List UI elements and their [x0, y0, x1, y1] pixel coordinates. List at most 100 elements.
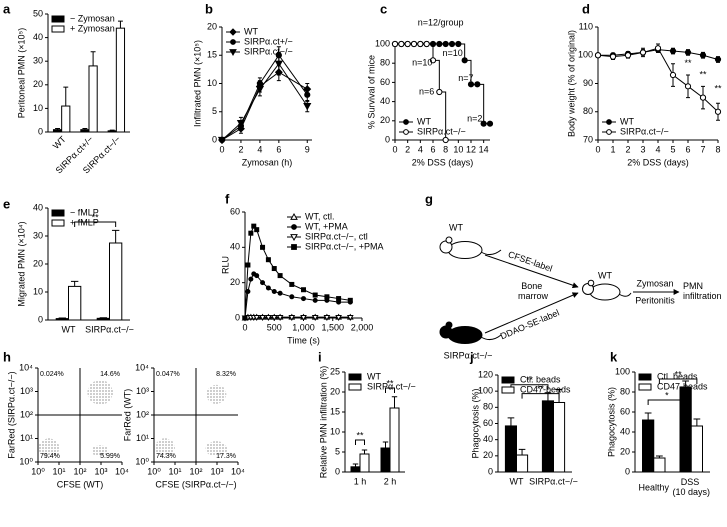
error-bar — [55, 127, 61, 130]
x-tick-label: DSS (10 days) — [672, 477, 710, 497]
x-tick-label: 1 h — [354, 476, 367, 486]
legend-label: WT — [417, 116, 431, 126]
bar — [642, 419, 655, 473]
annotation: ** — [537, 384, 545, 394]
marker — [253, 314, 261, 321]
marker — [404, 40, 411, 48]
bar — [55, 318, 70, 321]
mouse-recipient — [582, 279, 632, 301]
x-tick-label: 10⁰ — [147, 466, 161, 476]
annotation: n=7 — [458, 73, 473, 83]
y-tick-label: 60 — [380, 77, 390, 87]
y-tick-label: 10 — [207, 78, 217, 88]
bar — [52, 129, 63, 133]
legend-label: WT, +PMA — [305, 221, 348, 231]
dot-cluster — [154, 438, 175, 458]
marker — [245, 262, 251, 268]
y-tick-label: 10¹ — [136, 433, 149, 443]
marker — [271, 266, 277, 272]
marker — [335, 314, 342, 321]
y-tick-label: 80 — [620, 386, 630, 396]
y-tick-label: 40 — [483, 434, 493, 444]
legend-swatch — [638, 373, 652, 381]
x-tick-label: 3 — [640, 144, 645, 154]
x-tick-label: 1 — [610, 144, 615, 154]
legend-label: − Zymosan — [70, 13, 115, 23]
recipient-label: WT — [598, 270, 612, 280]
marker — [217, 136, 227, 145]
marker — [323, 314, 331, 321]
y-tick-label: 70 — [583, 134, 593, 144]
error-bar — [507, 417, 515, 426]
legend-marker — [403, 119, 409, 125]
panel-label: e — [3, 196, 10, 211]
marker — [304, 91, 311, 98]
marker — [594, 52, 602, 59]
quadrant-label: 0.047% — [156, 371, 180, 378]
y-tick-label: 100 — [478, 386, 493, 396]
x-tick-label: 1,000 — [292, 322, 315, 332]
legend-marker — [229, 28, 237, 36]
bar — [96, 317, 110, 321]
x-tick-label: 2,000 — [351, 322, 374, 332]
marker — [301, 296, 306, 302]
bracket — [74, 221, 117, 227]
panel-label: i — [318, 349, 322, 364]
y-axis-label: % Survival of mice — [366, 55, 376, 129]
y-tick-label: 20 — [33, 258, 43, 268]
annotation: n=2 — [467, 113, 482, 123]
panel-label: c — [380, 1, 387, 16]
bar — [389, 407, 400, 473]
y-tick-label: 10² — [20, 409, 33, 419]
y-tick-label: 40 — [33, 202, 43, 212]
x-tick-label: 4 — [257, 144, 262, 154]
bracket — [647, 399, 687, 405]
x-tick-label: 4 — [418, 144, 423, 154]
y-tick-label: 120 — [478, 369, 493, 379]
x-tick-label: 2 — [238, 144, 243, 154]
y-tick-label: 0 — [488, 466, 493, 476]
series-line — [221, 54, 308, 141]
annotation: ** — [92, 212, 100, 222]
y-tick-label: 10³ — [20, 386, 33, 396]
y-axis-label: Relative PMN infiltration (%) — [318, 366, 328, 479]
error-bar — [682, 380, 689, 387]
dot-cluster — [206, 384, 227, 404]
mouse-wt — [439, 236, 502, 259]
panel-label: j — [469, 349, 474, 364]
legend-swatch — [501, 386, 515, 394]
annotation: ** — [386, 378, 394, 388]
dot-cluster — [87, 380, 113, 405]
panel-label: h — [3, 349, 11, 364]
y-tick-label: 10² — [136, 409, 149, 419]
annotation: ** — [356, 430, 364, 440]
marker — [312, 297, 318, 303]
y-tick-label: 20 — [483, 450, 493, 460]
x-tick-label: 10⁰ — [31, 466, 45, 476]
model: Peritonitis — [635, 295, 675, 305]
marker — [429, 57, 437, 64]
quadrant-label: 0.024% — [40, 371, 64, 378]
y-tick-label: 10⁴ — [135, 362, 149, 372]
x-tick-label: 10³ — [210, 466, 223, 476]
marker — [289, 294, 295, 300]
dot-cluster — [38, 438, 59, 458]
error-bar — [63, 86, 69, 107]
error-bar — [117, 20, 123, 29]
legend-marker — [290, 212, 298, 220]
x-tick-label: 0 — [242, 322, 247, 332]
label-top: CFSE-label — [507, 249, 554, 273]
annotation: * — [665, 390, 669, 400]
y-tick-label: 90 — [583, 78, 593, 88]
y-axis-label: Phagocytosis (%) — [606, 387, 616, 457]
y-tick-label: 0 — [38, 314, 43, 324]
marker — [474, 81, 481, 88]
bar — [350, 466, 361, 473]
marker — [248, 230, 254, 236]
x-tick-label: 10¹ — [168, 466, 181, 476]
legend-marker — [229, 49, 237, 57]
dot-cluster — [91, 445, 109, 457]
y-tick-label: 0 — [212, 134, 217, 144]
bar — [553, 401, 566, 473]
